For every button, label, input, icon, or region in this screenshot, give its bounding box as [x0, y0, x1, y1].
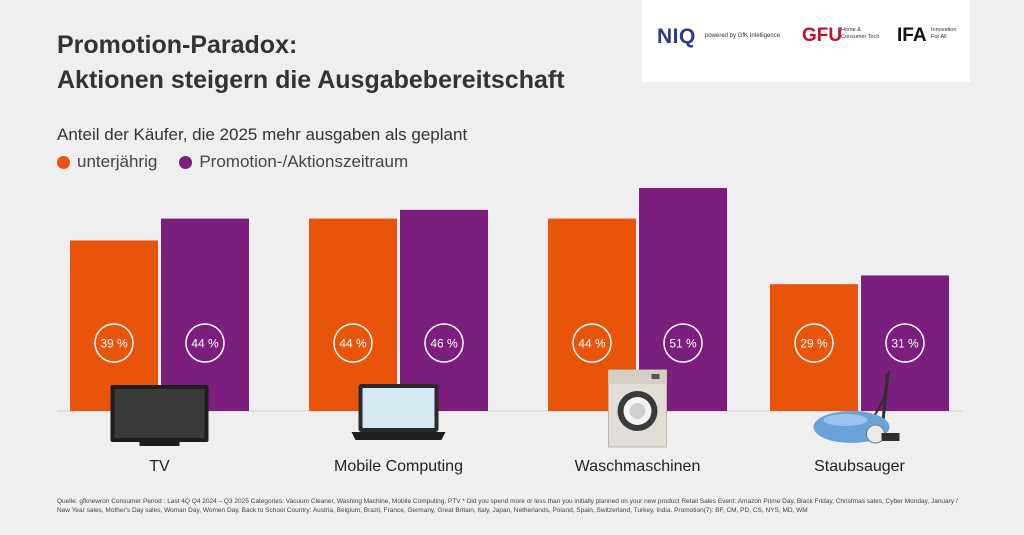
- category-label-tv: TV: [149, 458, 170, 475]
- value-badge: [424, 323, 464, 363]
- category-label-waschmaschinen: Waschmaschinen: [575, 458, 701, 475]
- legend-label-promotion: Promotion-/Aktionszeitraum: [199, 152, 409, 171]
- data-label: 46 %: [430, 337, 458, 351]
- gfu-subtitle: Home & Consumer Tech: [841, 27, 880, 40]
- tv-icon: [110, 385, 209, 446]
- value-badge: [333, 323, 373, 363]
- value-badge: [572, 323, 612, 363]
- bar-staubsauger-promotion: [861, 275, 949, 411]
- data-label: 44 %: [578, 337, 606, 351]
- bar-mobile-computing-promotion: [400, 209, 488, 411]
- niq-logo: NIQ: [657, 25, 696, 48]
- chart-subtitle: Anteil der Käufer, die 2025 mehr ausgabe…: [57, 125, 468, 144]
- bar-tv-unterjaehrig: [70, 240, 158, 411]
- value-badge: [663, 323, 703, 363]
- bar-tv-promotion: [161, 218, 249, 411]
- gfu-logo: GFU: [802, 25, 843, 46]
- bar-mobile-computing-unterjaehrig: [309, 218, 397, 411]
- vacuum-cleaner-icon: [813, 371, 900, 444]
- data-label: 44 %: [191, 337, 219, 351]
- logo-bar: NIQ powered by GfK Intelligence GFU Home…: [642, 0, 970, 82]
- data-label: 29 %: [800, 337, 828, 351]
- chart-legend: unterjährig Promotion-/Aktionszeitraum: [57, 152, 408, 172]
- legend-item-unterjaehrig: unterjährig: [57, 152, 157, 172]
- legend-dot-unterjaehrig: [57, 155, 70, 169]
- title-line-1: Promotion-Paradox:: [57, 31, 298, 59]
- washing-machine-icon: [608, 369, 667, 448]
- value-badge: [94, 323, 134, 363]
- source-footnote: Quelle: gfknewron Consumer Period : Last…: [57, 498, 958, 514]
- legend-dot-promotion: [179, 155, 193, 169]
- category-label-staubsauger: Staubsauger: [814, 458, 905, 475]
- data-label: 39 %: [100, 337, 128, 351]
- data-label: 31 %: [891, 337, 919, 351]
- bar-staubsauger-unterjaehrig: [770, 284, 858, 411]
- data-label: 44 %: [339, 337, 367, 351]
- laptop-icon: [351, 384, 446, 440]
- page-title: Promotion-Paradox: Aktionen steigern die…: [57, 28, 565, 98]
- value-badge: [794, 323, 834, 363]
- powered-by-text: powered by GfK Intelligence: [705, 33, 781, 39]
- legend-label-unterjaehrig: unterjährig: [77, 152, 158, 171]
- legend-item-promotion: Promotion-/Aktionszeitraum: [179, 152, 408, 172]
- title-line-2: Aktionen steigern die Ausgabebereitschaf…: [57, 66, 565, 94]
- ifa-logo: IFA: [897, 25, 927, 46]
- value-badge: [885, 323, 925, 363]
- category-label-mobile-computing: Mobile Computing: [334, 458, 463, 475]
- value-badge: [185, 323, 225, 363]
- data-label: 51 %: [669, 337, 697, 351]
- ifa-subtitle: Innovation For All: [931, 27, 957, 40]
